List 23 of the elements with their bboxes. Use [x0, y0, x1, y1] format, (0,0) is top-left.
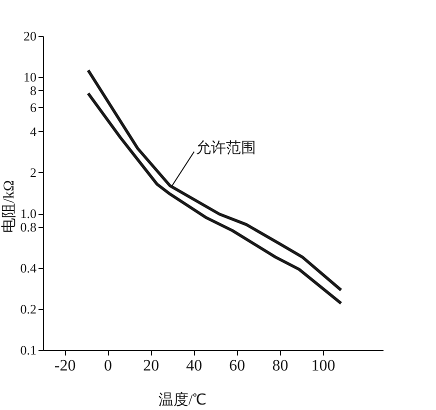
x-tick-label: 0	[104, 358, 112, 374]
y-tick-label: 4	[30, 124, 37, 139]
y-tick-label: 2	[30, 164, 36, 180]
y-tick-label: 8	[30, 82, 36, 98]
y-tick-label: 1.0	[20, 206, 36, 222]
x-tick-label: -20	[54, 358, 76, 374]
y-tick-label: 10	[24, 70, 36, 85]
y-tick-label: 0.1	[20, 342, 36, 358]
y-tick-label: 0.8	[20, 219, 36, 234]
y-tick-label: 20	[24, 28, 36, 44]
x-tick-label: 80	[272, 358, 288, 374]
x-tick-label: 20	[143, 358, 160, 374]
line-series	[86, 92, 343, 305]
x-tick-label: 40	[186, 358, 202, 374]
y-tick-label: 0.2	[20, 301, 36, 316]
line-series	[86, 68, 343, 292]
y-tick-label: 0.4	[20, 260, 37, 276]
y-tick-label: 6	[30, 100, 37, 115]
x-tick-label: 60	[229, 358, 246, 374]
y-axis-title: 电阻/kΩ	[0, 180, 18, 233]
annotation: 允许范围	[196, 140, 256, 157]
x-axis-title: 温度/℃	[158, 392, 207, 408]
x-tick-label: 100	[311, 358, 336, 374]
